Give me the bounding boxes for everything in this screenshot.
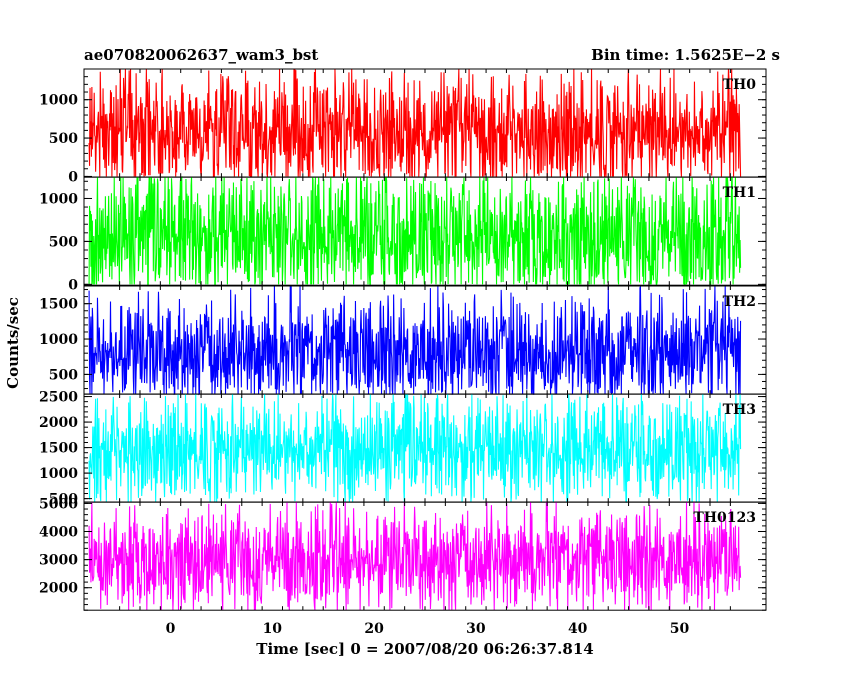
panel-th0123: 2000 3000 4000 5000 TH0123 [39,496,767,611]
x-tick-label: 20 [364,621,384,637]
y-tick-label: 1000 [39,466,78,482]
x-tick-label: 40 [568,621,588,637]
series-line-th0 [88,68,742,178]
panel-label-th3: TH3 [723,402,756,418]
y-tick-label: 5000 [39,496,78,512]
x-tick-label: 30 [466,621,486,637]
panel-th3: 500 1000 1500 2000 2500 TH3 [39,390,767,508]
y-axis-label: Counts/sec [4,297,22,389]
panel-label-th0: TH0 [723,77,757,93]
panel-th2: 500 1000 1500 TH2 [39,285,767,396]
y-tick-label: 500 [49,234,78,250]
series-line-th2 [88,285,742,396]
y-tick-label: 1500 [39,297,78,313]
series-line-th1 [88,176,742,285]
panel-label-th1: TH1 [723,185,756,201]
y-tick-label: 500 [49,367,78,383]
y-tick-label: 500 [49,492,78,508]
x-tick-label: 50 [670,621,690,637]
x-axis-label: Time [sec] 0 = 2007/08/20 06:26:37.814 [256,640,593,658]
series-line-th0123 [88,501,742,611]
series-line-th3 [88,393,742,503]
panel-th1: 0 500 1000 TH1 [39,176,767,293]
y-tick-label: 3000 [39,553,78,569]
y-tick-label: 2500 [39,390,78,406]
y-tick-label: 4000 [39,525,78,541]
y-tick-label: 2000 [39,581,78,597]
x-tick-label: 10 [263,621,283,637]
y-tick-label: 1000 [39,191,78,207]
y-tick-label: 1000 [39,332,78,348]
y-tick-label: 500 [49,131,78,147]
y-tick-label: 1500 [39,441,78,457]
bin-time-label: Bin time: 1.5625E−2 s [591,46,780,64]
chart-title: ae070820062637_wam3_bst [84,46,318,64]
y-tick-label: 1000 [39,93,78,109]
x-tick-label: 0 [166,621,176,637]
panel-label-th2: TH2 [723,294,756,310]
panel-th0: 0 500 1000 TH0 [39,68,767,185]
y-tick-label: 2000 [39,415,78,431]
panel-label-th0123: TH0123 [693,510,756,526]
y-tick-label: 0 [68,169,78,185]
y-tick-label: 0 [68,277,78,293]
